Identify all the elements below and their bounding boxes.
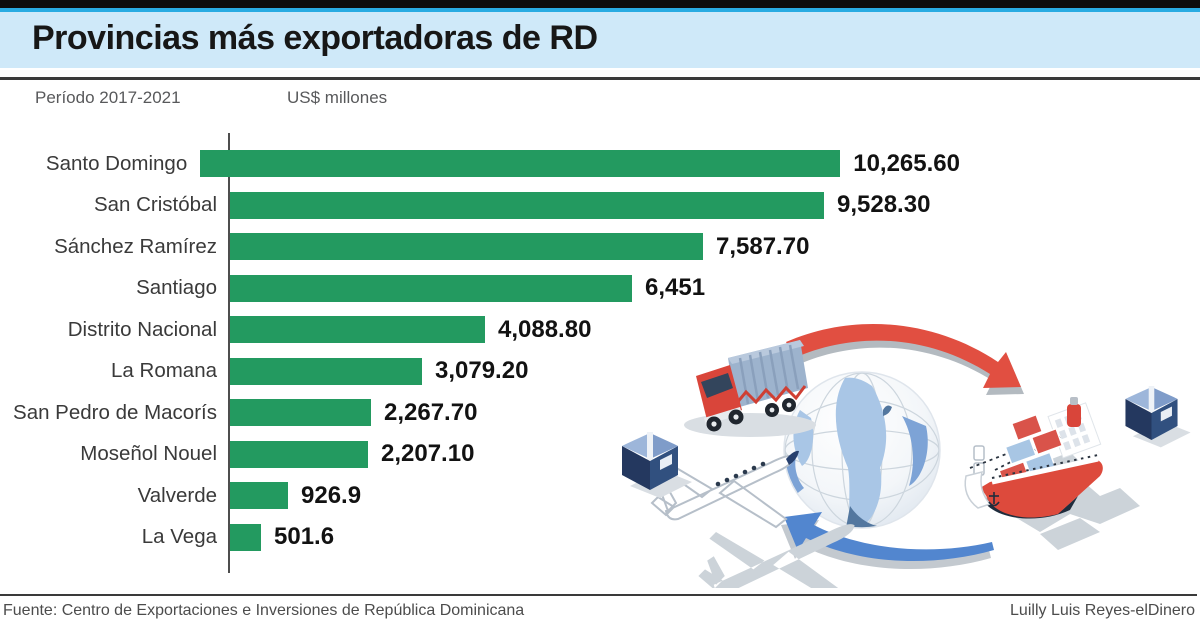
bar-chart: Santo Domingo 10,265.60 San Cristóbal 9,528…: [0, 150, 960, 565]
value-label: 6,451: [645, 274, 706, 301]
province-label: Santiago: [136, 276, 217, 299]
period-label: Período 2017-2021: [35, 88, 181, 107]
export-bar: [230, 482, 288, 509]
bar-row: La Vega 501.6: [0, 523, 960, 551]
bar-row: Santo Domingo 10,265.60: [0, 150, 960, 177]
source-credit: Fuente: Centro de Exportaciones e Invers…: [3, 602, 525, 619]
bar-row: Valverde 926.9: [0, 482, 960, 509]
title-band: Provincias más exportadoras de RD: [0, 12, 1200, 68]
province-label: Valverde: [137, 483, 217, 507]
province-label: Distrito Nacional: [67, 317, 217, 341]
trade-illustration: [622, 323, 1191, 588]
y-axis-line: [228, 133, 230, 573]
cargo-ship-icon: [964, 396, 1140, 550]
province-label: San Cristóbal: [93, 193, 217, 216]
bar-row: San Pedro de Macorís 2,267.70: [0, 399, 960, 426]
red-arrow-icon: [786, 323, 1024, 395]
value-label: 10,265.60: [853, 149, 960, 177]
province-label: Santo Domingo: [45, 151, 188, 175]
export-bar: [200, 150, 841, 177]
top-black-bar: [0, 0, 1200, 8]
blue-arrow-icon: [781, 512, 994, 570]
province-label: Moseñol Nouel: [80, 442, 217, 465]
bar-row: San Cristóbal 9,528.30: [0, 191, 960, 219]
value-label: 7,587.70: [716, 232, 810, 260]
subheader: Período 2017-2021 US$ millones: [0, 88, 1200, 110]
header-rule: [0, 77, 1200, 80]
box-icon-right: [1125, 386, 1191, 448]
province-label: Sánchez Ramírez: [54, 234, 217, 258]
export-bar: [230, 191, 824, 219]
value-label: 926.9: [301, 481, 362, 509]
export-bar: [230, 316, 485, 343]
export-bar: [230, 274, 632, 302]
export-bar: [230, 399, 371, 426]
bar-row: Sánchez Ramírez 7,587.70: [0, 233, 960, 260]
bar-row: Moseñol Nouel 2,207.10: [0, 440, 960, 468]
export-bar: [230, 523, 261, 551]
author-credit: Luilly Luis Reyes-elDinero: [1010, 602, 1195, 619]
value-label: 4,088.80: [498, 315, 592, 343]
bar-row: Santiago 6,451: [0, 274, 960, 302]
bar-row: La Romana 3,079.20: [0, 357, 960, 385]
province-label: La Romana: [111, 359, 217, 382]
province-label: San Pedro de Macorís: [13, 400, 217, 424]
export-bar: [230, 233, 703, 260]
value-label: 9,528.30: [837, 191, 931, 218]
cyan-strip: [0, 8, 1200, 12]
export-bar: [230, 440, 368, 468]
box-icon-left: [622, 432, 692, 498]
page-title: Provincias más exportadoras de RD: [32, 19, 598, 57]
value-label: 3,079.20: [435, 357, 529, 384]
province-label: La Vega: [141, 525, 217, 548]
unit-label: US$ millones: [287, 88, 388, 107]
value-label: 501.6: [274, 523, 335, 550]
airplane-icon: [651, 450, 855, 588]
bar-row: Distrito Nacional 4,088.80: [0, 316, 960, 343]
export-bar: [230, 357, 422, 385]
value-label: 2,207.10: [381, 440, 475, 467]
footer-rule: [0, 594, 1197, 596]
value-label: 2,267.70: [384, 398, 478, 426]
truck-icon: [684, 340, 816, 437]
